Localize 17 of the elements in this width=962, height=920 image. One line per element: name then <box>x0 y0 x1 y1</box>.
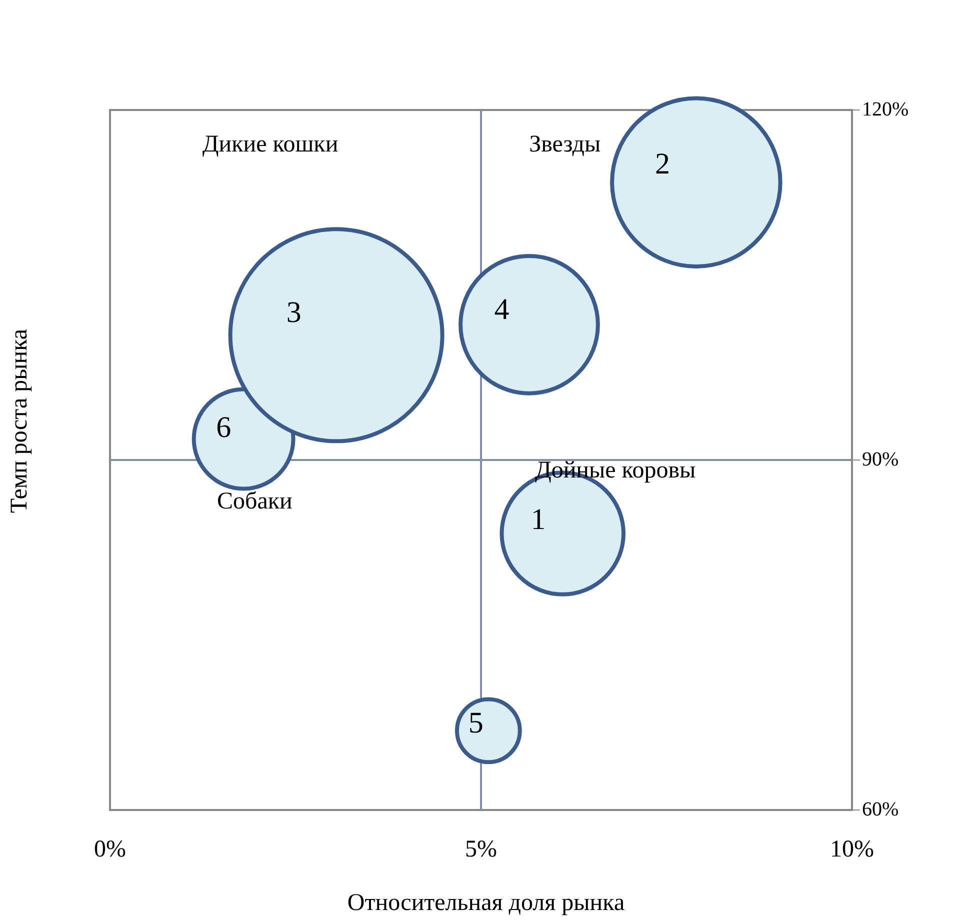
y-axis-title: Темп роста рынка <box>6 328 34 514</box>
series-label: 5 <box>468 706 484 740</box>
y-tick-label: 90% <box>862 448 899 470</box>
series-label: 2 <box>655 147 670 180</box>
annotation: Дикие кошки <box>202 131 338 158</box>
y-tick-label: 120% <box>862 98 909 120</box>
series-label: 6 <box>216 410 232 444</box>
y-tick-label: 60% <box>862 798 899 820</box>
x-tick-label: 5% <box>465 836 497 863</box>
annotation: Звезды <box>529 131 601 158</box>
x-tick-label: 10% <box>830 836 874 863</box>
series-label: 4 <box>494 292 510 326</box>
x-tick-label: 0% <box>94 836 126 863</box>
x-axis-title: Относительная доля рынка <box>347 890 625 917</box>
series-label: 3 <box>286 296 302 329</box>
series-label: 1 <box>530 503 546 536</box>
annotation: Собаки <box>217 488 293 514</box>
